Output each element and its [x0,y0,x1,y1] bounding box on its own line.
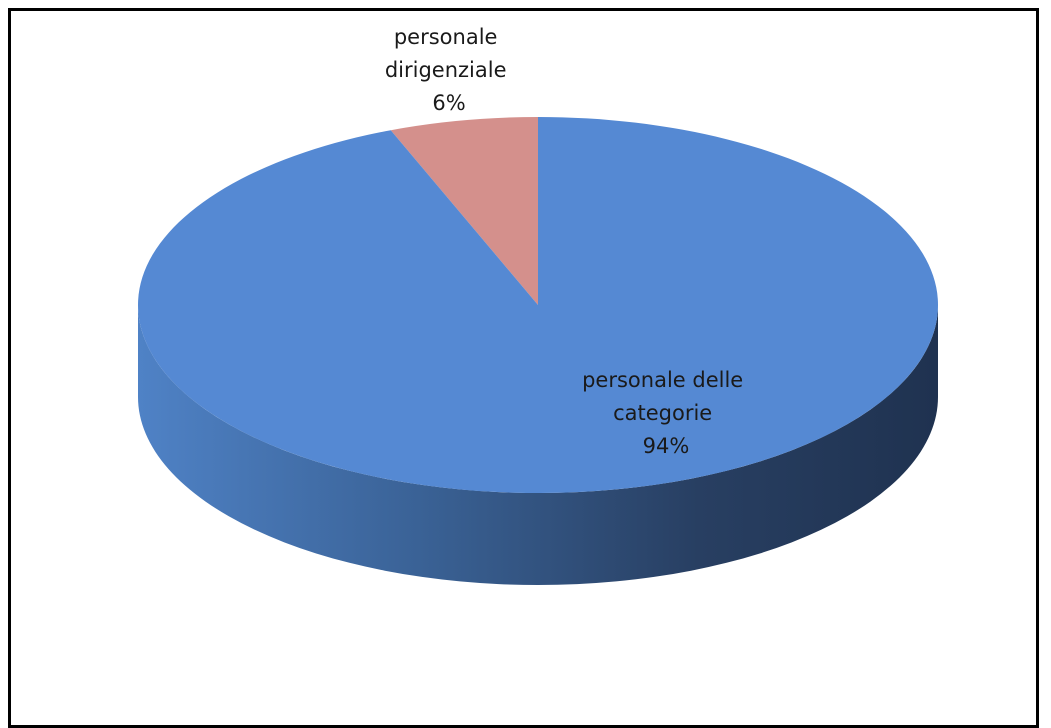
pie-chart: personale dirigenziale 6% personale dell… [138,25,939,585]
pie-slice-categorie [138,117,939,494]
slice-label-categorie: personale delle categorie 94% [582,368,750,458]
slice-label-dirigenziale-value: 6% [432,91,465,115]
pie-top [138,117,939,494]
pie-side [138,305,938,585]
slice-label-categorie-line1: personale delle [582,368,743,392]
slice-label-dirigenziale: personale dirigenziale 6% [385,25,513,115]
pie-slice-dirigenziale [390,117,538,305]
slice-label-dirigenziale-line1: personale [394,25,498,49]
slice-label-categorie-line2: categorie [613,401,712,425]
pie-labels: personale dirigenziale 6% personale dell… [385,25,750,458]
slice-label-dirigenziale-line2: dirigenziale [385,58,507,82]
slice-label-categorie-value: 94% [643,434,690,458]
pie-side-wall [138,305,938,585]
